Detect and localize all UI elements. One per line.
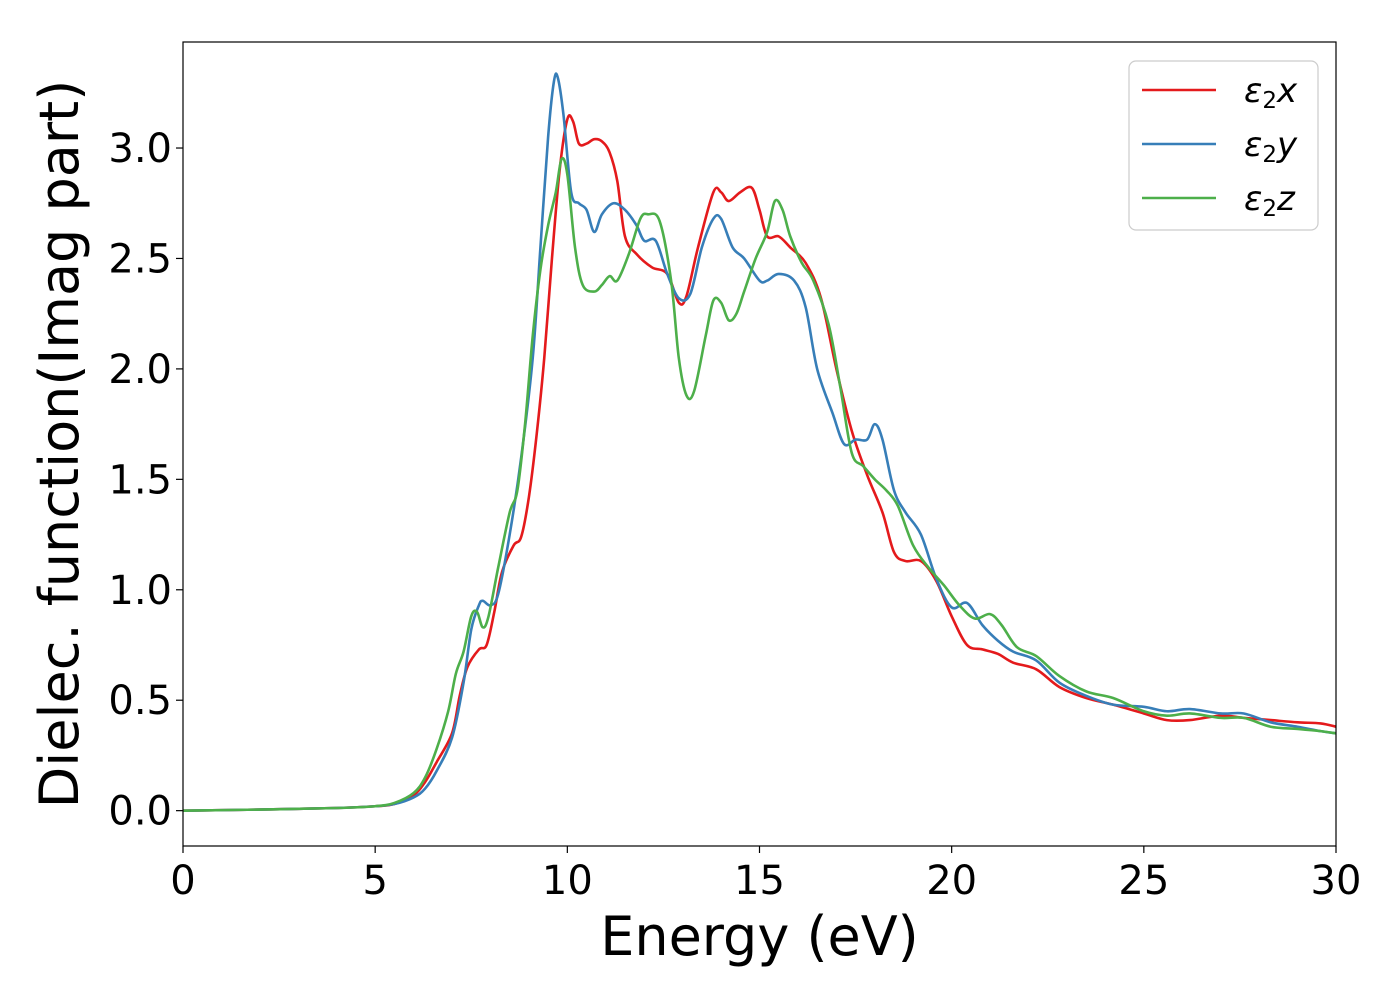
x-tick-label: 5 — [362, 858, 387, 904]
y-tick-label: 1.0 — [108, 568, 172, 614]
legend-label-y: ε2y — [1244, 125, 1298, 168]
x-tick-label: 10 — [542, 858, 593, 904]
y-tick-label: 2.5 — [108, 236, 172, 282]
y-axis-title: Dielec. function(Imag part) — [28, 80, 91, 809]
x-axis-title: Energy (eV) — [600, 905, 919, 968]
legend: ε2x ε2y ε2z — [1128, 60, 1319, 231]
x-axis: 0 5 10 15 20 25 30 — [170, 846, 1361, 904]
y-tick-label: 0.5 — [108, 678, 172, 724]
y-axis: 0.0 0.5 1.0 1.5 2.0 2.5 3.0 — [108, 126, 183, 835]
x-tick-label: 25 — [1118, 858, 1169, 904]
y-tick-label: 0.0 — [108, 789, 172, 835]
y-tick-label: 2.0 — [108, 347, 172, 393]
series-line-z — [182, 156, 1337, 812]
legend-label-z: ε2z — [1244, 179, 1296, 222]
y-tick-label: 1.5 — [108, 457, 172, 503]
series-layer — [182, 72, 1337, 812]
x-tick-label: 30 — [1311, 858, 1362, 904]
y-tick-label: 3.0 — [108, 126, 172, 172]
x-tick-label: 20 — [926, 858, 977, 904]
x-tick-label: 0 — [170, 858, 195, 904]
series-line-y — [182, 72, 1337, 812]
series-line-x — [182, 114, 1337, 812]
legend-label-x: ε2x — [1244, 71, 1298, 114]
x-tick-label: 15 — [734, 858, 785, 904]
legend-box — [1128, 60, 1319, 231]
